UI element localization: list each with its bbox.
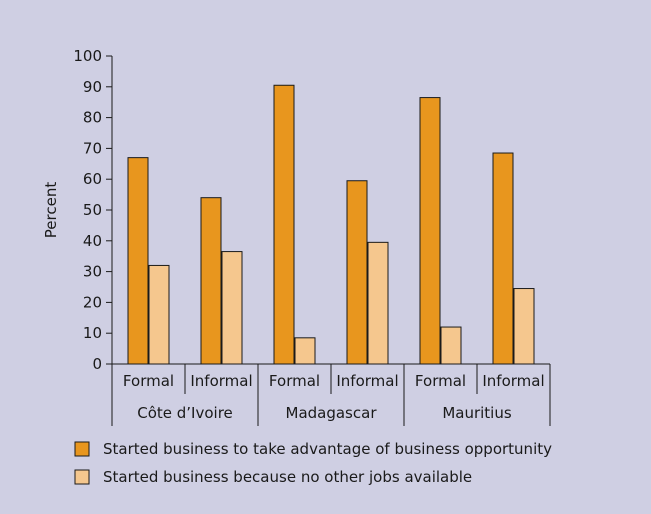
bar-opportunity xyxy=(492,152,514,365)
legend-swatch xyxy=(74,469,90,485)
bar-no-jobs xyxy=(513,288,535,365)
legend-swatch xyxy=(74,441,90,457)
category-label: Formal xyxy=(269,372,320,390)
bar-opportunity xyxy=(419,97,441,365)
category-label: Formal xyxy=(415,372,466,390)
y-tick-label: 90 xyxy=(83,78,102,96)
bars xyxy=(127,84,535,365)
group-label: Madagascar xyxy=(286,404,378,422)
y-tick-label: 50 xyxy=(83,201,102,219)
y-axis-title: Percent xyxy=(42,182,60,239)
category-label: Formal xyxy=(123,372,174,390)
bar-no-jobs xyxy=(294,337,316,365)
bar-no-jobs xyxy=(148,264,170,365)
y-tick-label: 80 xyxy=(83,109,102,127)
category-label: Informal xyxy=(482,372,544,390)
category-label: Informal xyxy=(190,372,252,390)
bar-opportunity xyxy=(346,180,368,365)
bar-opportunity xyxy=(200,197,222,365)
bar-opportunity xyxy=(273,84,295,365)
y-tick-label: 10 xyxy=(83,324,102,342)
x-axis: Formal Informal Formal Informal Formal Inform… xyxy=(111,363,551,426)
group-label: Côte d’Ivoire xyxy=(137,404,233,422)
y-tick-label: 40 xyxy=(83,232,102,250)
bar-opportunity xyxy=(127,157,149,365)
category-label: Informal xyxy=(336,372,398,390)
y-tick-label: 0 xyxy=(92,355,102,373)
y-tick-label: 70 xyxy=(83,139,102,157)
y-axis: 0 10 20 30 40 50 60 70 80 90 100 xyxy=(73,47,113,373)
y-tick-label: 60 xyxy=(83,170,102,188)
y-tick-label: 30 xyxy=(83,263,102,281)
legend-label: Started business to take advantage of bu… xyxy=(103,440,552,458)
bar-no-jobs xyxy=(367,241,389,365)
bar-no-jobs xyxy=(221,251,243,365)
bar-no-jobs xyxy=(440,326,462,365)
y-tick-label: 20 xyxy=(83,293,102,311)
legend: Started business to take advantage of bu… xyxy=(74,440,552,486)
y-tick-label: 100 xyxy=(73,47,102,65)
legend-label: Started business because no other jobs a… xyxy=(103,468,472,486)
group-label: Mauritius xyxy=(442,404,512,422)
